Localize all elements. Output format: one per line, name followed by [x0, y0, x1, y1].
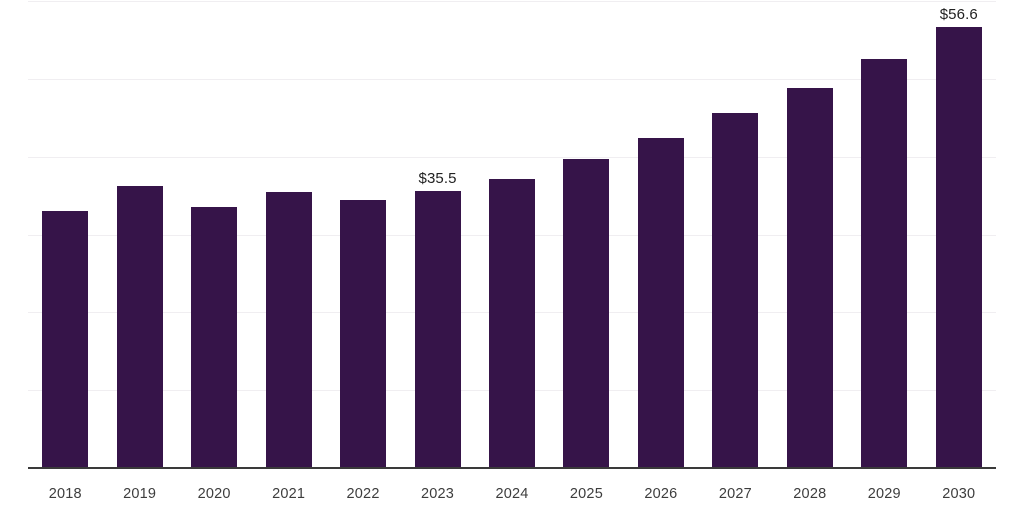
bar-group-2019[interactable]	[116, 156, 163, 467]
x-axis-tick-2028: 2028	[793, 486, 827, 502]
bar-group-2020[interactable]	[191, 177, 238, 467]
bar-group-2027[interactable]	[712, 83, 759, 467]
x-axis-tick-2029: 2029	[867, 486, 901, 502]
x-axis-tick-2025: 2025	[569, 486, 603, 502]
bar[interactable]	[116, 185, 163, 467]
bar[interactable]	[191, 207, 238, 467]
bar[interactable]	[637, 137, 684, 467]
x-axis-tick-2024: 2024	[495, 486, 529, 502]
bar[interactable]	[786, 87, 833, 467]
bar-group-2021[interactable]	[265, 162, 312, 467]
x-axis-line	[28, 467, 996, 469]
bar[interactable]	[861, 59, 908, 467]
x-axis-tick-2020: 2020	[197, 486, 231, 502]
x-axis-tick-2023: 2023	[420, 486, 455, 502]
bar[interactable]	[563, 158, 610, 467]
bar-group-2029[interactable]	[861, 29, 908, 467]
x-axis-tick-2018: 2018	[48, 486, 82, 502]
bar-group-2025[interactable]	[563, 129, 610, 467]
bar[interactable]	[340, 200, 387, 467]
x-axis-labels: 2018 2019 2020 2021 2022 2023 2024 2025 2026 2027…	[28, 469, 996, 512]
bar-group-2026[interactable]	[637, 108, 684, 467]
bar[interactable]	[712, 113, 759, 467]
x-axis-tick-2030: 2030	[942, 486, 976, 502]
bar[interactable]	[935, 27, 982, 467]
bars-layer: $35.5 $56.6	[28, 0, 996, 467]
bar[interactable]	[489, 178, 535, 467]
x-axis-tick-2026: 2026	[644, 486, 678, 502]
plot-area: $35.5 $56.6	[28, 0, 996, 469]
x-axis-tick-2027: 2027	[718, 486, 752, 502]
x-axis-tick-2021: 2021	[272, 486, 306, 502]
x-axis-tick-2022: 2022	[346, 486, 380, 502]
x-axis-tick-2019: 2019	[123, 486, 157, 502]
bar-value-label: $35.5	[418, 170, 457, 188]
bar-group-2028[interactable]	[786, 58, 833, 467]
bar-group-2018[interactable]	[42, 181, 89, 467]
bar[interactable]	[414, 191, 461, 467]
bar-group-2022[interactable]	[340, 170, 387, 467]
bar-group-2023[interactable]: $35.5	[414, 161, 461, 467]
bar-value-label: $56.6	[939, 6, 978, 24]
bar[interactable]	[42, 211, 89, 467]
bar[interactable]	[265, 191, 312, 467]
bar-group-2024[interactable]	[489, 149, 535, 467]
bar-group-2030[interactable]: $56.6	[935, 0, 982, 467]
